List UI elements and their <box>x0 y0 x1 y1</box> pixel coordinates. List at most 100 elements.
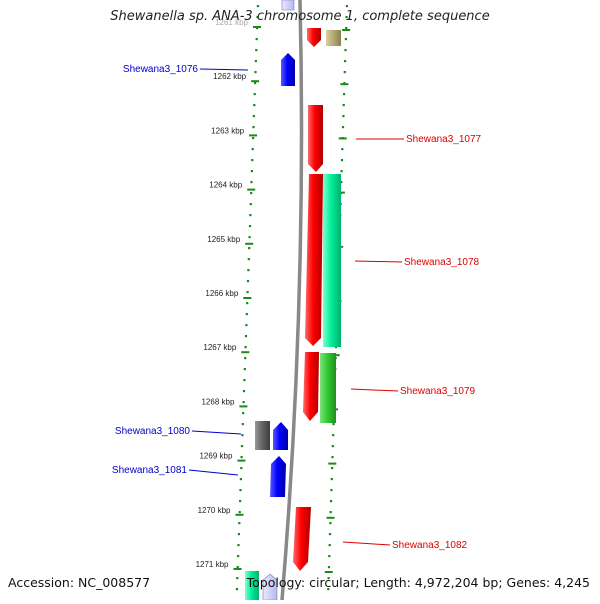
ruler-dot-right <box>328 555 331 558</box>
leader-shewana3-1081 <box>188 469 239 476</box>
ruler-dot-right <box>327 577 330 580</box>
ruler-dot-right <box>332 423 335 426</box>
gene-label-shewana3-1082[interactable]: Shewana3_1082 <box>392 540 468 551</box>
ruler-dot-left <box>250 192 253 195</box>
ruler-dot-left <box>251 148 254 151</box>
ruler-dot-left <box>244 346 247 349</box>
ruler-dot-left <box>238 511 241 514</box>
ruler-dot-left <box>251 159 254 162</box>
ruler-dot-left <box>244 335 248 338</box>
gene-feature-shewana3-1081[interactable] <box>270 456 286 497</box>
gene-feature-1075-partial[interactable] <box>281 0 295 11</box>
ruler-dot-left <box>238 522 241 525</box>
ruler-dot-left <box>248 247 251 250</box>
ruler-dot-left <box>240 467 243 470</box>
ruler-dot-left <box>241 423 244 426</box>
ruler-dot-left <box>244 357 247 360</box>
ruler-dot-right <box>331 445 334 448</box>
ruler-dot-left <box>248 225 252 228</box>
ruler-dot-right <box>343 93 346 96</box>
ruler-tick-label: 1270 kbp <box>198 506 231 515</box>
ruler-tick-label: 1261 kbp <box>215 18 248 27</box>
ruler-dot-left <box>254 82 257 85</box>
gene-feature-shewana3-1082[interactable] <box>293 507 311 571</box>
ruler-dot-right <box>345 27 348 30</box>
gene-feature-1075c[interactable] <box>326 30 341 46</box>
ruler-dot-left <box>236 566 239 569</box>
gene-feature-shewana3-1078[interactable] <box>305 174 323 346</box>
ruler-dot-left <box>240 445 244 448</box>
ruler-dot-left <box>242 390 246 393</box>
leader-shewana3-1079 <box>350 388 399 392</box>
gene-feature-shewana3-1077[interactable] <box>308 105 323 172</box>
gene-feature-shewana3-1076[interactable] <box>281 53 295 86</box>
ruler-dot-right <box>342 104 345 107</box>
ruler-dot-left <box>247 269 250 272</box>
ruler-dot-left <box>245 313 248 316</box>
ruler-dot-left <box>243 368 246 371</box>
gene-label-leaders <box>188 68 404 546</box>
ruler-dot-right <box>343 82 346 85</box>
leader-shewana3-1076 <box>199 68 249 71</box>
ruler-tick-label: 1263 kbp <box>211 126 244 135</box>
ruler-dot-left <box>248 236 251 239</box>
gene-label-shewana3-1079[interactable]: Shewana3_1079 <box>400 386 476 397</box>
ruler-dot-left <box>255 49 258 52</box>
gene-label-shewana3-1076[interactable]: Shewana3_1076 <box>123 64 199 75</box>
ruler-tick-label: 1269 kbp <box>199 452 232 461</box>
ruler-dot-left <box>235 588 238 591</box>
ruler-dot-left <box>237 555 240 558</box>
ruler-dot-left <box>245 324 248 327</box>
ruler-dot-right <box>343 71 346 74</box>
leader-shewana3-1078 <box>354 260 403 263</box>
ruler-tick-label: 1266 kbp <box>205 289 238 298</box>
gene-label-shewana3-1077[interactable]: Shewana3_1077 <box>406 134 482 145</box>
ruler-dot-left <box>252 115 255 118</box>
gene-feature-1075b[interactable] <box>307 28 321 47</box>
ruler-tick-label: 1271 kbp <box>196 560 229 569</box>
ruler-dot-left <box>242 412 245 415</box>
gene-label-shewana3-1081[interactable]: Shewana3_1081 <box>112 465 188 476</box>
ruler-tick-label: 1265 kbp <box>207 235 240 244</box>
ruler-tick-label: 1264 kbp <box>209 181 242 190</box>
ruler-dot-right <box>344 60 347 63</box>
gene-label-shewana3-1080[interactable]: Shewana3_1080 <box>115 426 191 437</box>
ruler-dot-right <box>341 126 345 129</box>
ruler-dot-left <box>256 27 259 30</box>
ruler-dot-right <box>329 511 332 514</box>
ruler-dot-left <box>255 38 258 41</box>
ruler-dot-left <box>250 181 253 184</box>
ruler-dot-right <box>340 170 343 173</box>
gene-feature-shewana3-1078-frame[interactable] <box>323 174 341 347</box>
ruler-dot-right <box>340 181 343 184</box>
ruler-dot-left <box>237 533 240 536</box>
ruler-dot-left <box>252 126 255 129</box>
ruler-dot-left <box>256 5 259 8</box>
ruler-dot-right <box>344 49 347 52</box>
ruler-tick-label: 1267 kbp <box>203 343 236 352</box>
ruler-dot-left <box>256 16 259 19</box>
leader-shewana3-1080 <box>191 430 242 435</box>
gene-feature-shewana3-1079-frame[interactable] <box>320 353 336 423</box>
chromosome-backbone <box>280 0 304 602</box>
ruler-dot-right <box>340 159 344 162</box>
gene-feature-shewana3-1079[interactable] <box>303 352 319 421</box>
ruler-dot-right <box>330 478 333 481</box>
ruler-dot-right <box>345 16 348 19</box>
gene-features <box>245 0 341 601</box>
ruler-dot-left <box>246 291 249 294</box>
ruler-dot-left <box>252 137 255 140</box>
ruler-dot-right <box>331 456 334 459</box>
ruler-dot-right <box>330 500 333 503</box>
ruler-dot-left <box>249 214 252 217</box>
ruler-dot-left <box>243 379 246 382</box>
gene-feature-shewana3-1080b[interactable] <box>273 422 288 450</box>
summary-text: Topology: circular; Length: 4,972,204 bp… <box>246 575 590 590</box>
ruler-dot-left <box>236 577 239 580</box>
gene-feature-1083-partial[interactable] <box>245 571 259 600</box>
ruler-dot-left <box>237 544 240 547</box>
gene-feature-shewana3-1080[interactable] <box>255 421 270 450</box>
gene-label-shewana3-1078[interactable]: Shewana3_1078 <box>404 257 480 268</box>
